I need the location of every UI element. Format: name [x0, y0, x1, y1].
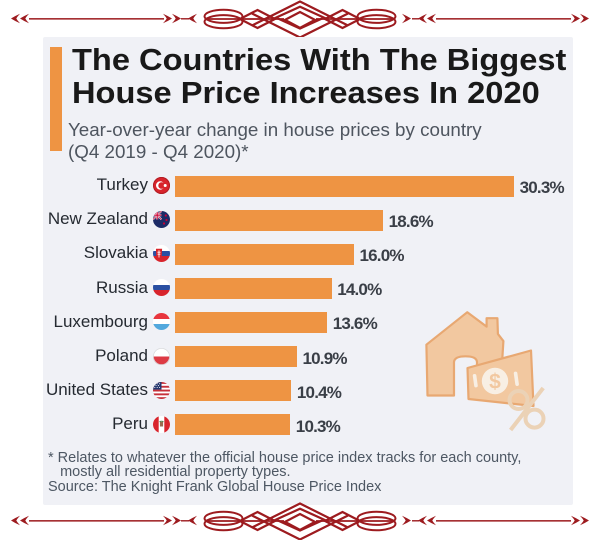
svg-text:$: $	[489, 371, 501, 394]
